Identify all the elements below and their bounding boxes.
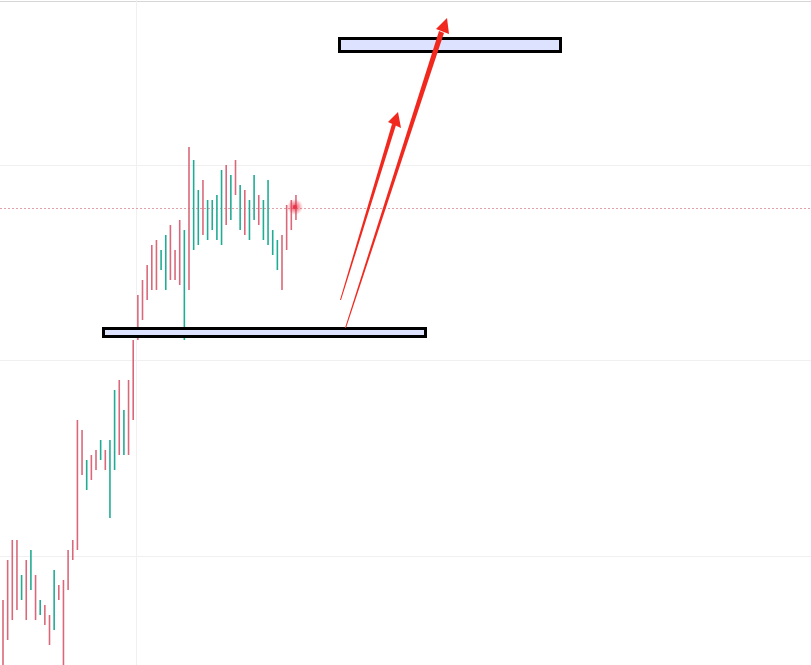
bars bbox=[2, 147, 297, 665]
target-zone bbox=[338, 37, 562, 53]
arrow-shaft bbox=[340, 124, 396, 300]
price-marker bbox=[293, 205, 297, 209]
arrow-shaft bbox=[345, 31, 444, 328]
arrow-head bbox=[388, 112, 401, 128]
arrow-head bbox=[436, 18, 449, 34]
support-zone bbox=[102, 327, 427, 338]
